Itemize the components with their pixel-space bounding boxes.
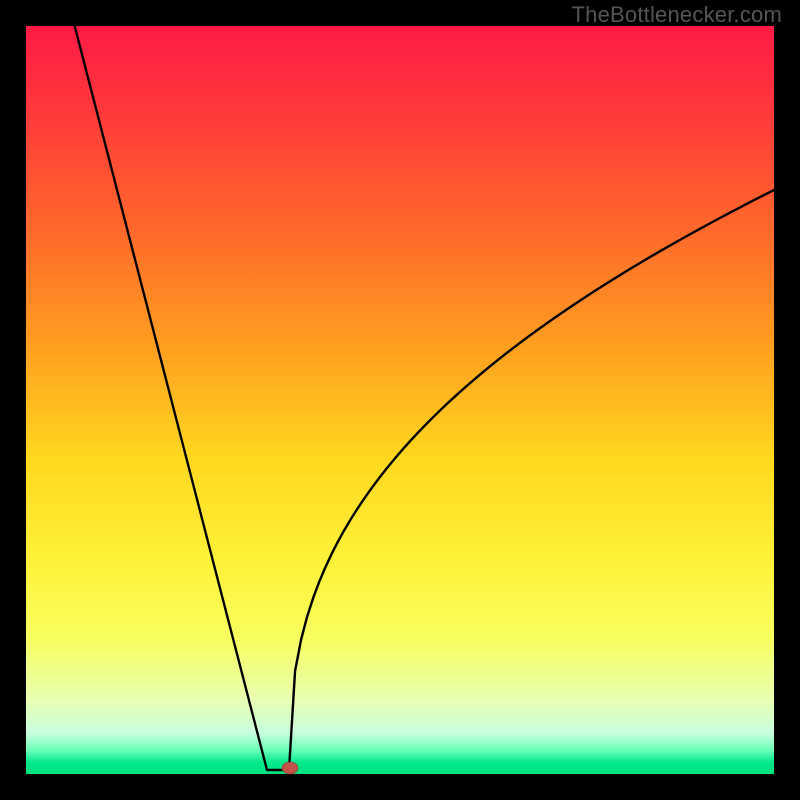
watermark-text: TheBottlenecker.com bbox=[572, 2, 782, 28]
chart-container: TheBottlenecker.com bbox=[0, 0, 800, 800]
optimal-point-marker bbox=[282, 762, 298, 774]
chart-background-gradient bbox=[26, 26, 774, 774]
bottleneck-chart-svg bbox=[0, 0, 800, 800]
